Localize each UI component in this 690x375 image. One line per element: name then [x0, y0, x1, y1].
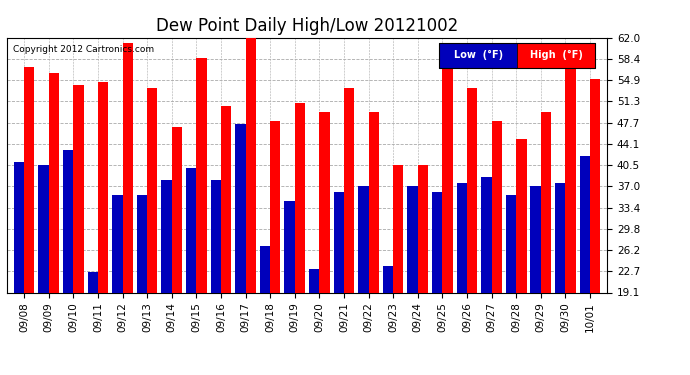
Bar: [24, 67, 34, 292]
Bar: [73, 85, 83, 292]
Bar: [295, 103, 305, 292]
Bar: [531, 186, 541, 292]
Bar: [555, 183, 565, 292]
Bar: [344, 88, 354, 292]
Text: High  (°F): High (°F): [530, 50, 582, 60]
Bar: [457, 183, 467, 292]
Bar: [432, 192, 442, 292]
Bar: [147, 88, 157, 292]
Bar: [358, 186, 368, 292]
Bar: [565, 67, 575, 292]
Bar: [235, 124, 246, 292]
Title: Dew Point Daily High/Low 20121002: Dew Point Daily High/Low 20121002: [156, 16, 458, 34]
Bar: [39, 165, 49, 292]
Bar: [506, 195, 516, 292]
Bar: [541, 112, 551, 292]
Bar: [260, 246, 270, 292]
Bar: [580, 156, 590, 292]
Bar: [49, 73, 59, 292]
Bar: [88, 272, 98, 292]
Bar: [186, 168, 197, 292]
Bar: [334, 192, 344, 292]
Bar: [123, 44, 133, 292]
Bar: [383, 266, 393, 292]
Bar: [467, 88, 477, 292]
Bar: [14, 162, 24, 292]
Bar: [63, 150, 73, 292]
Text: Copyright 2012 Cartronics.com: Copyright 2012 Cartronics.com: [13, 45, 154, 54]
Bar: [368, 112, 379, 292]
FancyBboxPatch shape: [439, 43, 518, 68]
Bar: [417, 165, 428, 292]
Bar: [137, 195, 147, 292]
Bar: [393, 165, 404, 292]
Bar: [221, 106, 231, 292]
Bar: [210, 180, 221, 292]
Bar: [246, 38, 256, 292]
Bar: [98, 82, 108, 292]
Bar: [284, 201, 295, 292]
Bar: [516, 138, 526, 292]
Text: Low  (°F): Low (°F): [453, 50, 503, 60]
Bar: [197, 58, 207, 292]
Bar: [270, 121, 280, 292]
Bar: [172, 127, 182, 292]
FancyBboxPatch shape: [518, 43, 595, 68]
Bar: [309, 269, 319, 292]
Bar: [491, 121, 502, 292]
Bar: [112, 195, 123, 292]
Bar: [319, 112, 330, 292]
Bar: [407, 186, 417, 292]
Bar: [161, 180, 172, 292]
Bar: [442, 67, 453, 292]
Bar: [481, 177, 491, 292]
Bar: [590, 79, 600, 292]
